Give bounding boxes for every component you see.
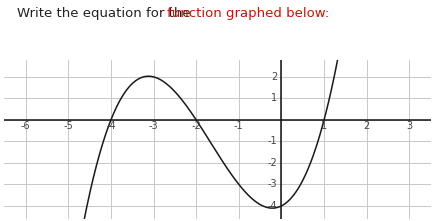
Text: -2: -2: [191, 121, 201, 131]
Text: -1: -1: [233, 121, 243, 131]
Text: -1: -1: [267, 136, 276, 146]
Text: -6: -6: [21, 121, 30, 131]
Text: -4: -4: [106, 121, 115, 131]
Text: function graphed below:: function graphed below:: [166, 7, 328, 20]
Text: 2: 2: [270, 72, 276, 82]
Text: -4: -4: [267, 201, 276, 211]
Text: 3: 3: [405, 121, 411, 131]
Text: 2: 2: [363, 121, 369, 131]
Text: -3: -3: [267, 179, 276, 189]
Text: -5: -5: [63, 121, 73, 131]
Text: -2: -2: [267, 158, 276, 168]
Text: Write the equation for the: Write the equation for the: [17, 7, 195, 20]
Text: 1: 1: [270, 93, 276, 103]
Text: 1: 1: [320, 121, 326, 131]
Text: -3: -3: [148, 121, 158, 131]
